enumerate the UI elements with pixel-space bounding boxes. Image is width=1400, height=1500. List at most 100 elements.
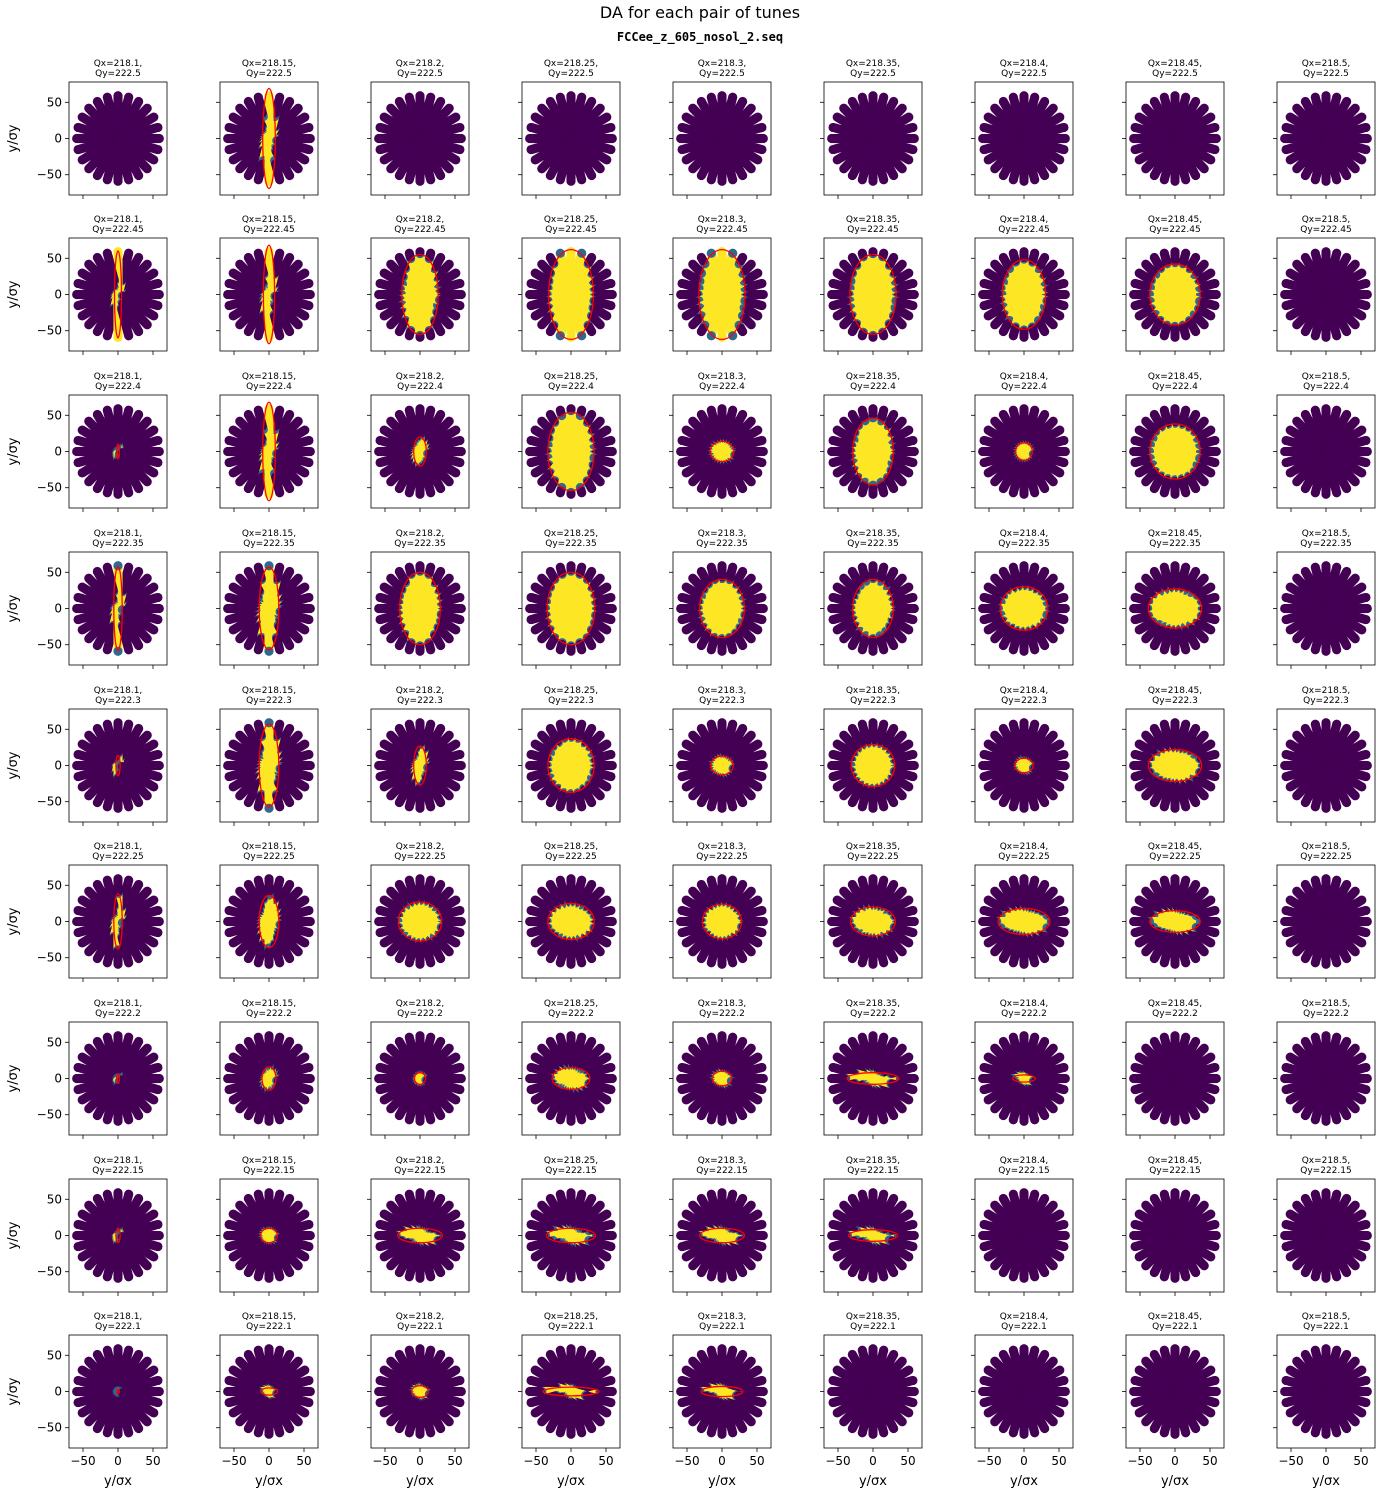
scatter-point [577,175,587,185]
scatter-point [545,96,555,107]
scatter-point [908,122,918,133]
scatter-point [1321,176,1331,186]
scatter-point [1040,96,1050,107]
panel-grid: −50050Qx=218.1,Qy=222.5y/σyQx=218.15,Qy=… [6,59,1376,1489]
scatter-point [1130,122,1140,133]
scatter-point [753,112,763,122]
scatter-point [555,92,565,102]
scatter-point [606,144,616,155]
scatter-point [154,133,164,144]
scatter-point [285,170,295,181]
scatter-point [978,133,988,144]
scatter-point [897,164,907,174]
scatter-point [92,96,102,107]
scatter-point [1357,112,1367,122]
scatter-point [1030,175,1040,185]
da-panel: Qx=218.25,Qy=222.5 [518,59,621,199]
panel-plot-area [1129,91,1221,186]
scatter-point [1040,170,1050,181]
scatter-point [879,175,889,185]
scatter-point [530,155,540,165]
panel-title-qx: Qx=218.25, [544,59,598,69]
scatter-point [1362,133,1372,144]
scatter-point [1170,176,1180,186]
scatter-point [404,175,414,185]
da-panel: Qx=218.35,Qy=222.5 [820,59,923,199]
scatter-point [1181,175,1191,185]
scatter-point [444,103,454,113]
scatter-point [839,164,849,174]
scatter-point [426,92,436,102]
scatter-point [1059,144,1069,155]
scatter-point [1191,96,1201,107]
scatter-point [526,122,536,133]
scatter-point [1191,170,1201,181]
scatter-point [379,112,389,122]
scatter-point [828,144,838,155]
scatter-point [293,103,303,113]
scatter-point [1332,92,1342,102]
scatter-point [526,144,536,155]
scatter-point [688,103,698,113]
scatter-point [1149,170,1159,181]
scatter-point [304,144,314,155]
scatter-point [1281,144,1291,155]
scatter-point [857,175,867,185]
scatter-point [77,155,87,165]
scatter-point [602,155,612,165]
scatter-point [706,92,716,102]
scatter-point [577,92,587,102]
scatter-point [908,144,918,155]
scatter-point [1210,122,1220,133]
da-panel: Qx=218.45,Qy=222.5 [1122,59,1225,199]
panel-title-qy: Qy=222.5 [548,69,594,79]
scatter-point [1048,164,1058,174]
scatter-point [696,170,706,181]
scatter-point [374,133,384,144]
scatter-point [904,112,914,122]
scatter-point [677,144,687,155]
scatter-point [1055,112,1065,122]
da-panel: Qx=218.3,Qy=222.5 [669,59,772,199]
scatter-point [530,112,540,122]
scatter-point [375,144,385,155]
scatter-point [595,103,605,113]
scatter-point [1342,96,1352,107]
scatter-point [142,164,152,174]
panel-title-qx: Qx=218.1, [94,59,143,69]
scatter-point [134,170,144,181]
scatter-point [1149,96,1159,107]
scatter-point [386,103,396,113]
panel-title-qx: Qx=218.35, [846,59,900,69]
scatter-point [525,133,535,144]
scatter-point [847,96,857,107]
scatter-point [415,176,425,186]
scatter-point [566,176,576,186]
panel-plot-area [1280,91,1372,186]
scatter-point [696,96,706,107]
panel-title-qy: Qy=222.5 [699,69,745,79]
scatter-point [832,155,842,165]
figure-title: DA for each pair of tunes [600,3,800,22]
scatter-point [285,96,295,107]
scatter-point [300,112,310,122]
panel-title-qy: Qy=222.5 [1152,69,1198,79]
scatter-point [1129,133,1139,144]
scatter-point [889,170,899,181]
scatter-point [84,164,94,174]
figure-subtitle: FCCee_z_605_nosol_2.seq [617,30,783,45]
scatter-point [595,164,605,174]
da-panel: Qx=218.4,Qy=222.5 [971,59,1074,199]
scatter-point [607,133,617,144]
scatter-point [998,170,1008,181]
scatter-point [149,155,159,165]
scatter-point [253,175,263,185]
scatter-point [253,92,263,102]
panel-title-qx: Qx=218.4, [1000,59,1049,69]
panel-title-qy: Qy=222.5 [95,69,141,79]
scatter-point [828,122,838,133]
panel-title-qy: Qy=222.5 [246,69,292,79]
scatter-point [1008,175,1018,185]
scatter-point [555,175,565,185]
